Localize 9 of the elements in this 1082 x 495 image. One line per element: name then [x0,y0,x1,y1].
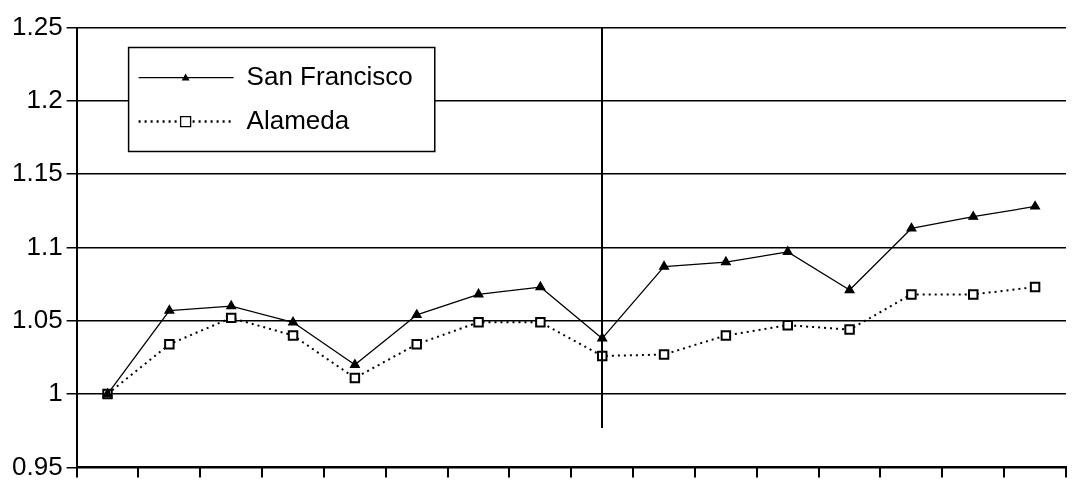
y-tick-label: 1 [48,377,63,408]
legend-label: Alameda [246,104,350,135]
y-tick-label: 1.25 [11,10,63,41]
legend-label: San Francisco [246,60,413,91]
y-tick-label: 1.1 [26,230,63,261]
y-tick-label: 1.15 [11,157,63,188]
y-tick-label: 0.95 [11,450,63,481]
y-tick-label: 1.05 [11,303,63,334]
y-tick-label: 1.2 [26,84,63,115]
